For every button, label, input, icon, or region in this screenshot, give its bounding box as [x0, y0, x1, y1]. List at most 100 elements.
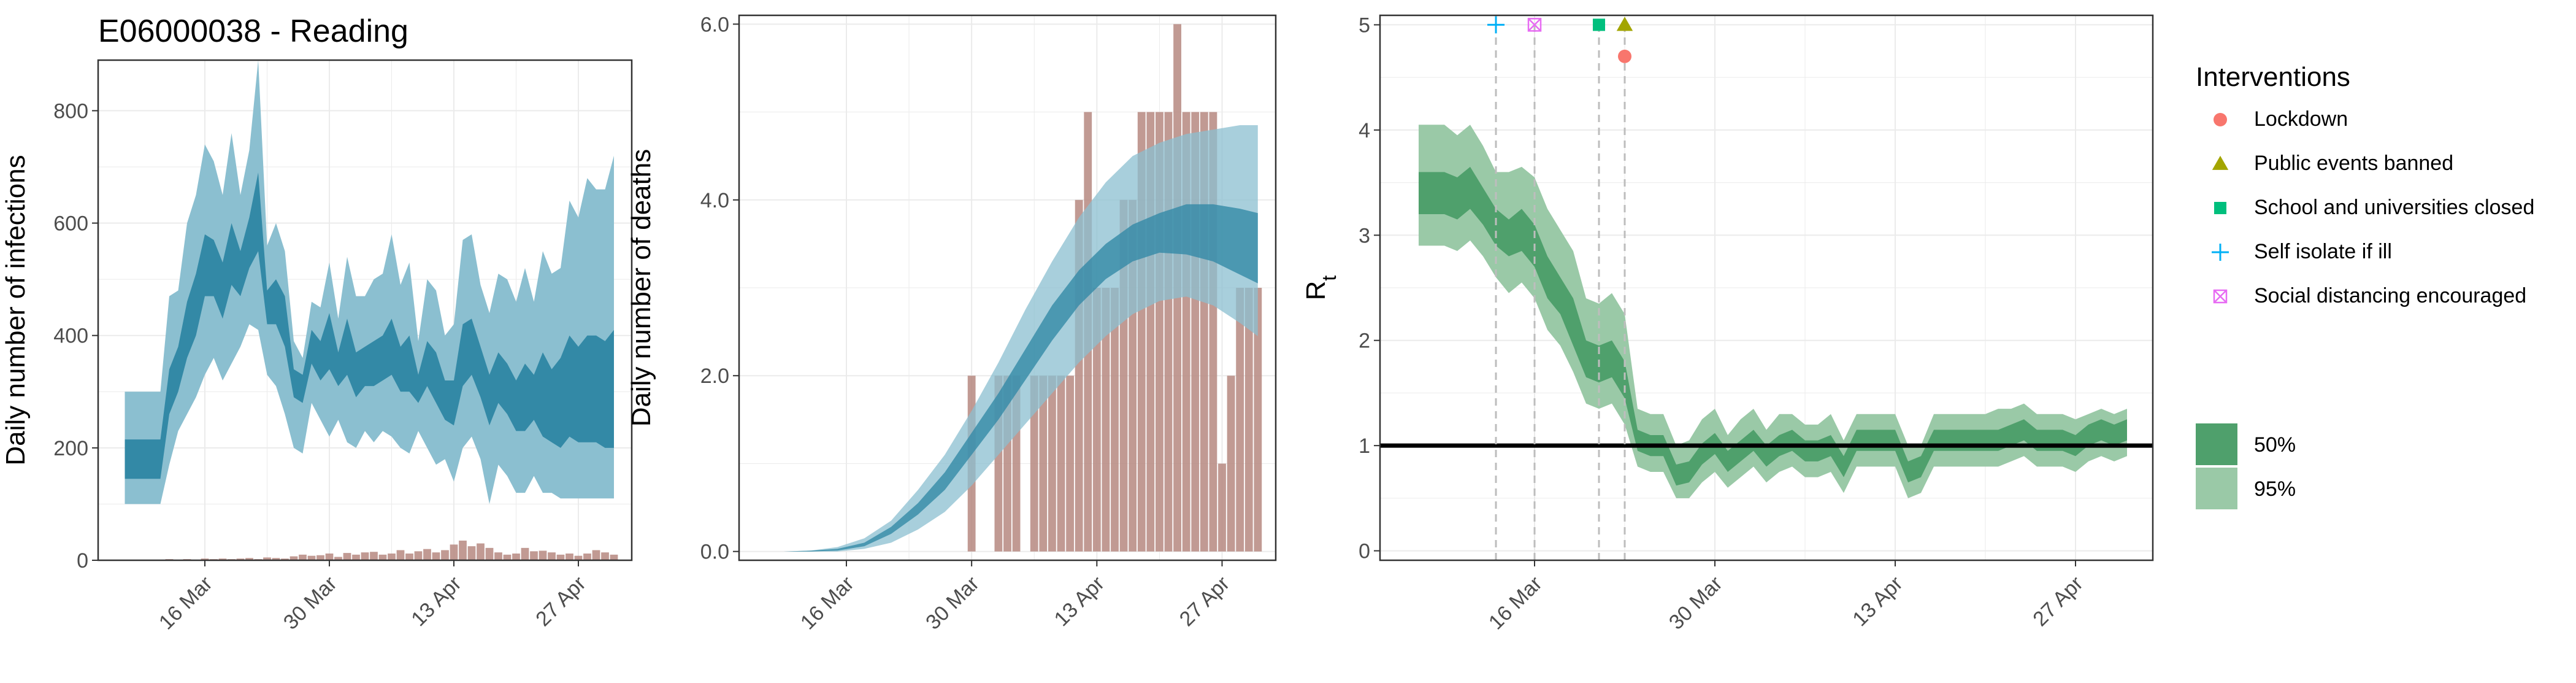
- data-bar: [361, 552, 369, 560]
- data-bar: [1254, 288, 1262, 552]
- chart-title: E06000038 - Reading: [98, 14, 408, 49]
- data-bar: [1048, 376, 1056, 552]
- data-bar: [263, 557, 271, 560]
- x-tick-label: 30 Mar: [1665, 572, 1727, 635]
- panel-border: [1379, 14, 2154, 561]
- legend-band-swatch: [2196, 468, 2237, 509]
- data-bar: [307, 555, 316, 560]
- y-axis-label-subscript: t: [1318, 276, 1340, 281]
- legend-label: 95%: [2254, 477, 2296, 501]
- data-bar: [272, 558, 280, 560]
- panel-border: [97, 59, 633, 561]
- intervention-marker-square-x: [1527, 18, 1542, 32]
- legend: Interventions Lockdown Public events banne…: [2196, 62, 2534, 509]
- data-bar: [370, 552, 378, 560]
- intervention-marker-circle: [1618, 49, 1631, 63]
- legend-label: School and universities closed: [2254, 196, 2534, 219]
- y-axis-label: Rt: [1301, 276, 1340, 301]
- y-tick-label: 0: [77, 549, 88, 573]
- x-tick-label: 30 Mar: [279, 572, 342, 635]
- y-axis-label: Daily number of deaths: [626, 149, 656, 426]
- x-tick-label: 16 Mar: [1484, 572, 1547, 635]
- data-bar: [1092, 288, 1101, 552]
- data-bar: [281, 558, 289, 560]
- chart-panel-2: 0.0 2.0 4.0 6.0 16 Mar 30 Mar 13 Apr 27 Apr Dail…: [626, 13, 1277, 635]
- x-tick-label: 27 Apr: [531, 572, 590, 631]
- legend-marker-circle: [2214, 113, 2227, 126]
- data-bar: [334, 557, 342, 560]
- data-bar: [601, 552, 609, 560]
- chart-panel-3: 0 1 2 3 4 5 16 Mar 30 Mar 13 Apr 27 Apr Rt Interven…: [1301, 14, 2534, 634]
- data-bar: [378, 554, 387, 560]
- y-tick-label: 200: [53, 437, 88, 460]
- y-tick-label: 4: [1359, 119, 1370, 142]
- data-bar: [1057, 376, 1065, 552]
- data-bar: [459, 540, 467, 560]
- x-tick-label: 13 Apr: [1848, 572, 1907, 631]
- data-bar: [201, 558, 209, 560]
- data-bar: [352, 554, 360, 560]
- x-tick-label: 16 Mar: [796, 572, 859, 635]
- data-bar: [485, 547, 494, 560]
- data-bar: [583, 554, 591, 560]
- y-tick-label: 1: [1359, 434, 1370, 458]
- data-bar: [1030, 376, 1038, 552]
- data-bar: [316, 555, 324, 560]
- chart-panel-1: 0 200 400 600 800 16 Mar 30 Mar 13 Apr 27 Apr Dai…: [1, 14, 633, 635]
- data-bar: [539, 550, 547, 560]
- band-95pct: [1419, 125, 2127, 498]
- data-bar: [1218, 463, 1226, 552]
- x-tick-label: 27 Apr: [2028, 572, 2087, 631]
- y-axis-label: Daily number of infections: [1, 155, 31, 465]
- data-bar: [530, 551, 538, 560]
- y-tick-label: 800: [53, 99, 88, 123]
- x-tick-label: 13 Apr: [407, 572, 466, 631]
- data-bar: [512, 554, 520, 560]
- band-50pct: [1419, 166, 2127, 486]
- y-tick-label: 0.0: [700, 541, 729, 564]
- data-bar: [218, 558, 227, 560]
- data-bar: [388, 554, 396, 560]
- y-tick-label: 600: [53, 212, 88, 236]
- data-bar: [289, 556, 298, 560]
- data-bar: [1102, 288, 1110, 552]
- x-tick-label: 30 Mar: [921, 572, 984, 635]
- data-bar: [423, 549, 431, 560]
- y-tick-label: 400: [53, 325, 88, 348]
- legend-band-swatch: [2196, 423, 2237, 465]
- data-bar: [494, 552, 502, 560]
- data-bar: [610, 554, 618, 560]
- data-bar: [245, 558, 253, 560]
- legend-label: Self isolate if ill: [2254, 240, 2392, 263]
- data-bar: [325, 554, 334, 560]
- legend-label: Lockdown: [2254, 107, 2348, 131]
- intervention-marker-triangle: [1616, 17, 1633, 31]
- data-bar: [503, 554, 512, 560]
- data-bar: [414, 551, 423, 560]
- legend-marker-triangle: [2212, 155, 2229, 170]
- data-bar: [477, 543, 485, 560]
- y-tick-label: 3: [1359, 224, 1370, 247]
- y-tick-label: 0: [1359, 540, 1370, 563]
- y-tick-label: 2: [1359, 330, 1370, 353]
- y-tick-label: 5: [1359, 14, 1370, 37]
- data-bar: [565, 554, 573, 560]
- data-bar: [299, 554, 307, 560]
- data-bar: [574, 555, 583, 560]
- legend-marker-square: [2214, 202, 2226, 214]
- y-tick-label: 6.0: [700, 13, 729, 36]
- data-bar: [556, 554, 565, 560]
- data-bar: [467, 546, 476, 560]
- data-bar: [1111, 288, 1119, 552]
- legend-marker-plus: [2212, 244, 2229, 261]
- y-tick-label: 2.0: [700, 365, 729, 388]
- data-bar: [343, 553, 351, 560]
- data-bar: [432, 552, 440, 560]
- intervention-marker-plus: [1487, 16, 1505, 34]
- data-bar: [450, 544, 458, 560]
- data-bar: [405, 554, 413, 560]
- x-tick-label: 16 Mar: [155, 572, 217, 635]
- y-axis-label-main: R: [1301, 281, 1331, 301]
- legend-marker-square-x: [2213, 289, 2228, 304]
